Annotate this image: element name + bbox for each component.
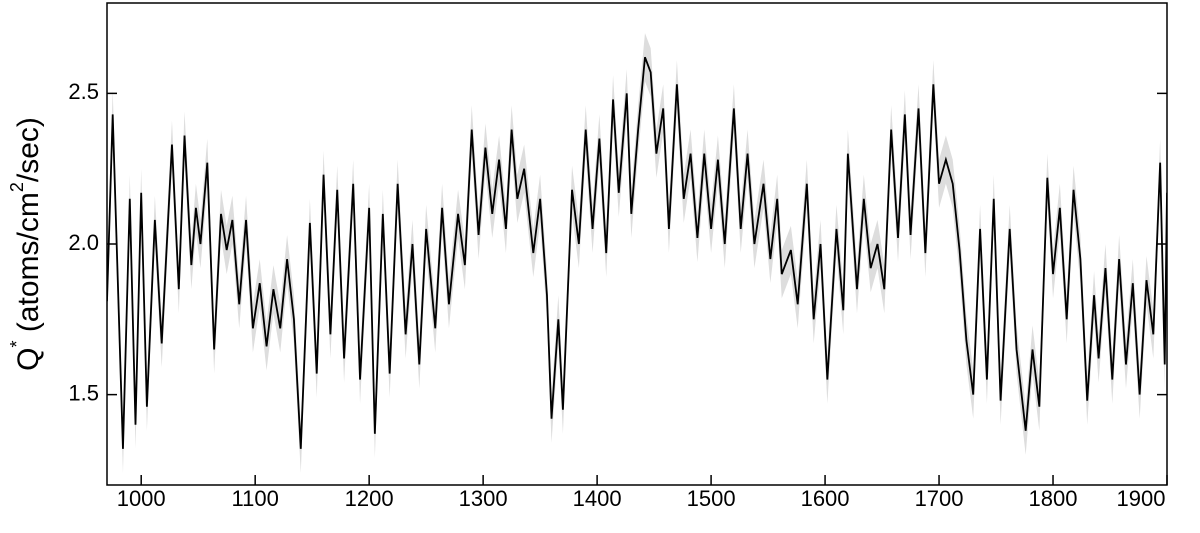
x-tick-label: 1200 <box>345 486 394 511</box>
y-label-part: 2 <box>7 182 27 192</box>
x-tick-label: 1700 <box>915 486 964 511</box>
y-axis-label: Q* (atoms/cm2/sec) <box>7 117 45 371</box>
uncertainty-band <box>107 33 1167 473</box>
y-label-part: Q <box>12 348 45 371</box>
x-tick-label: 1500 <box>687 486 736 511</box>
x-tick-label: 1800 <box>1029 486 1078 511</box>
y-tick-label: 2.0 <box>68 230 99 255</box>
data-line <box>107 56 1167 449</box>
x-tick-label: 1400 <box>573 486 622 511</box>
x-tick-label: 1000 <box>117 486 166 511</box>
x-tick-label: 1100 <box>232 486 279 511</box>
y-label-part: /sec) <box>12 117 45 182</box>
y-label-part: * <box>7 341 27 348</box>
x-tick-label: 1300 <box>459 486 508 511</box>
x-tick-label: 1900 <box>1117 486 1166 511</box>
y-label-part: (atoms/cm <box>12 192 45 340</box>
y-tick-label: 2.5 <box>68 79 99 104</box>
y-tick-label: 1.5 <box>68 380 99 405</box>
x-tick-label: 1600 <box>801 486 850 511</box>
